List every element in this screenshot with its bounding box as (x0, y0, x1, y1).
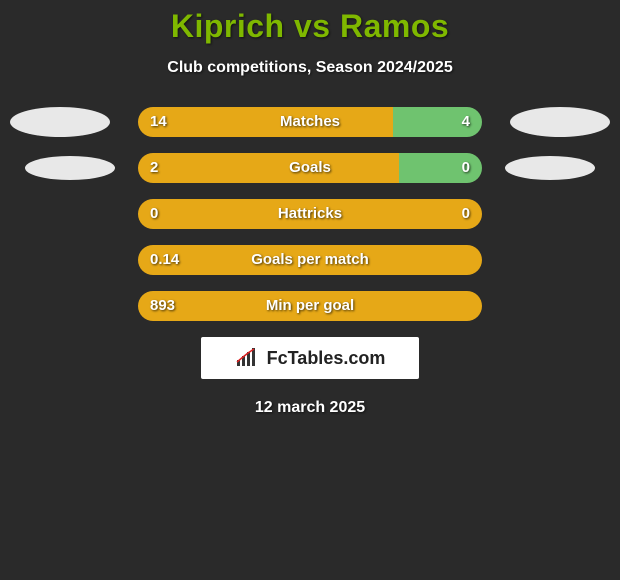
bar-chart-icon (235, 348, 261, 368)
subtitle: Club competitions, Season 2024/2025 (0, 59, 620, 77)
bar-track: 14 Matches 4 (138, 107, 482, 137)
bar-track: 0.14 Goals per match (138, 245, 482, 275)
brand-logo: FcTables.com (201, 337, 419, 379)
stat-row-min-per-goal: 893 Min per goal (0, 291, 620, 321)
bar-track: 2 Goals 0 (138, 153, 482, 183)
stat-label: Goals (138, 153, 482, 183)
stat-row-matches: 14 Matches 4 (0, 107, 620, 137)
player-right-marker (510, 107, 610, 137)
stat-label: Min per goal (138, 291, 482, 321)
right-value: 0 (462, 199, 470, 229)
logo-text: FcTables.com (267, 348, 386, 369)
stat-row-hattricks: 0 Hattricks 0 (0, 199, 620, 229)
stat-row-goals: 2 Goals 0 (0, 153, 620, 183)
date-label: 12 march 2025 (0, 399, 620, 417)
chart-area: 14 Matches 4 2 Goals 0 0 Ha (0, 107, 620, 417)
bar-track: 0 Hattricks 0 (138, 199, 482, 229)
stat-row-goals-per-match: 0.14 Goals per match (0, 245, 620, 275)
right-value: 4 (462, 107, 470, 137)
player-left-marker (25, 156, 115, 180)
player-left-marker (10, 107, 110, 137)
bar-track: 893 Min per goal (138, 291, 482, 321)
right-value: 0 (462, 153, 470, 183)
page-title: Kiprich vs Ramos (0, 0, 620, 45)
stat-label: Hattricks (138, 199, 482, 229)
stat-label: Matches (138, 107, 482, 137)
comparison-infographic: Kiprich vs Ramos Club competitions, Seas… (0, 0, 620, 580)
player-right-marker (505, 156, 595, 180)
stat-label: Goals per match (138, 245, 482, 275)
